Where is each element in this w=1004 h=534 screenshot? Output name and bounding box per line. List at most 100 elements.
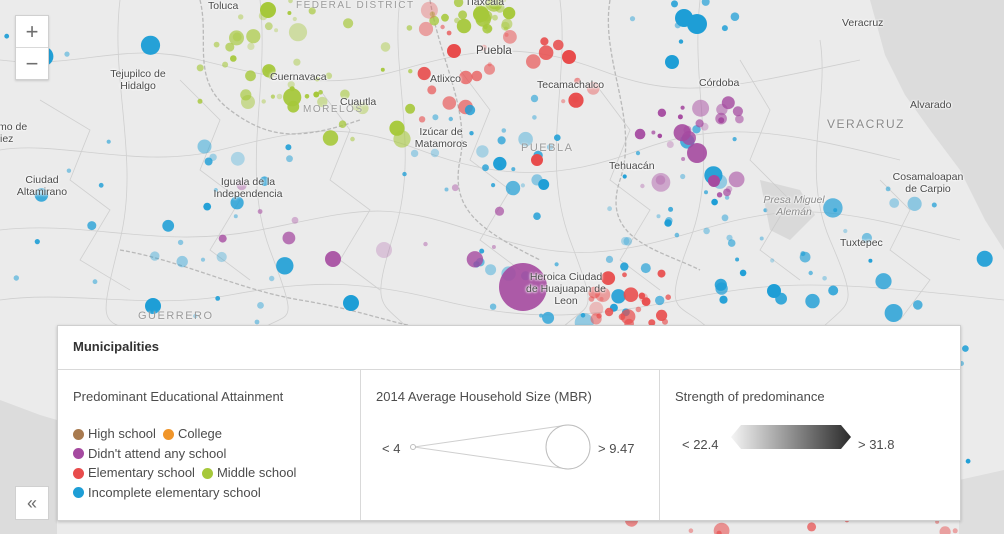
municipality-dot[interactable] bbox=[533, 212, 541, 220]
municipality-dot[interactable] bbox=[402, 171, 407, 177]
municipality-dot[interactable] bbox=[692, 99, 710, 117]
municipality-dot[interactable] bbox=[621, 236, 630, 246]
municipality-dot[interactable] bbox=[620, 309, 636, 324]
municipality-dot[interactable] bbox=[553, 39, 564, 51]
municipality-dot[interactable] bbox=[34, 239, 40, 245]
municipality-dot[interactable] bbox=[732, 137, 737, 142]
municipality-dot[interactable] bbox=[453, 0, 464, 8]
municipality-dot[interactable] bbox=[276, 93, 283, 100]
municipality-dot[interactable] bbox=[580, 313, 586, 318]
municipality-dot[interactable] bbox=[98, 182, 104, 188]
municipality-dot[interactable] bbox=[770, 258, 775, 263]
municipality-dot[interactable] bbox=[269, 275, 275, 282]
municipality-dot[interactable] bbox=[952, 528, 958, 534]
municipality-dot[interactable] bbox=[318, 90, 323, 95]
municipality-dot[interactable] bbox=[213, 41, 220, 48]
municipality-dot[interactable] bbox=[678, 39, 684, 44]
municipality-dot[interactable] bbox=[716, 103, 728, 116]
municipality-dot[interactable] bbox=[447, 44, 461, 58]
municipality-dot[interactable] bbox=[651, 173, 671, 192]
municipality-dot[interactable] bbox=[293, 58, 301, 66]
municipality-dot[interactable] bbox=[291, 216, 299, 224]
municipality-dot[interactable] bbox=[531, 154, 543, 166]
municipality-dot[interactable] bbox=[640, 183, 645, 189]
municipality-dot[interactable] bbox=[196, 64, 204, 72]
municipality-dot[interactable] bbox=[257, 209, 263, 214]
municipality-dot[interactable] bbox=[485, 264, 497, 276]
municipality-dot[interactable] bbox=[501, 0, 507, 3]
municipality-dot[interactable] bbox=[721, 25, 728, 32]
municipality-dot[interactable] bbox=[488, 0, 501, 10]
municipality-dot[interactable] bbox=[588, 286, 601, 299]
municipality-dot[interactable] bbox=[380, 42, 391, 52]
municipality-dot[interactable] bbox=[317, 96, 328, 108]
municipality-dot[interactable] bbox=[444, 187, 449, 192]
municipality-dot[interactable] bbox=[292, 16, 297, 22]
municipality-dot[interactable] bbox=[505, 180, 521, 196]
municipality-dot[interactable] bbox=[889, 198, 900, 208]
municipality-dot[interactable] bbox=[665, 217, 673, 225]
municipality-dot[interactable] bbox=[288, 0, 293, 4]
municipality-dot[interactable] bbox=[695, 119, 704, 128]
municipality-dot[interactable] bbox=[599, 296, 604, 302]
municipality-dot[interactable] bbox=[539, 313, 544, 318]
municipality-dot[interactable] bbox=[140, 35, 161, 55]
municipality-dot[interactable] bbox=[629, 16, 636, 22]
municipality-dot[interactable] bbox=[681, 157, 686, 161]
municipality-dot[interactable] bbox=[64, 51, 70, 57]
municipality-dot[interactable] bbox=[638, 292, 646, 300]
municipality-dot[interactable] bbox=[410, 149, 419, 158]
zoom-out-button[interactable]: − bbox=[16, 47, 48, 79]
municipality-dot[interactable] bbox=[588, 296, 595, 302]
municipality-dot[interactable] bbox=[230, 151, 245, 166]
municipality-dot[interactable] bbox=[501, 18, 513, 30]
municipality-dot[interactable] bbox=[623, 287, 639, 303]
municipality-dot[interactable] bbox=[728, 171, 745, 188]
municipality-dot[interactable] bbox=[480, 44, 487, 52]
municipality-dot[interactable] bbox=[482, 23, 493, 34]
municipality-dot[interactable] bbox=[92, 279, 98, 285]
municipality-dot[interactable] bbox=[538, 179, 550, 190]
municipality-dot[interactable] bbox=[501, 128, 507, 133]
municipality-dot[interactable] bbox=[203, 202, 212, 211]
municipality-dot[interactable] bbox=[586, 81, 600, 95]
municipality-dot[interactable] bbox=[236, 180, 247, 191]
municipality-dot[interactable] bbox=[197, 139, 212, 154]
municipality-dot[interactable] bbox=[739, 269, 747, 277]
municipality-dot[interactable] bbox=[520, 183, 526, 188]
municipality-dot[interactable] bbox=[230, 196, 244, 210]
municipality-dot[interactable] bbox=[351, 101, 361, 111]
municipality-dot[interactable] bbox=[282, 231, 296, 245]
municipality-dot[interactable] bbox=[634, 128, 646, 140]
municipality-dot[interactable] bbox=[193, 313, 198, 319]
municipality-dot[interactable] bbox=[651, 130, 656, 135]
municipality-dot[interactable] bbox=[308, 7, 316, 15]
municipality-dot[interactable] bbox=[674, 232, 680, 238]
municipality-dot[interactable] bbox=[476, 145, 489, 158]
municipality-dot[interactable] bbox=[257, 302, 264, 309]
municipality-dot[interactable] bbox=[561, 99, 566, 104]
municipality-dot[interactable] bbox=[538, 45, 554, 60]
municipality-dot[interactable] bbox=[304, 94, 310, 99]
municipality-dot[interactable] bbox=[471, 70, 483, 82]
municipality-dot[interactable] bbox=[274, 28, 279, 33]
municipality-dot[interactable] bbox=[238, 14, 244, 20]
municipality-dot[interactable] bbox=[491, 245, 496, 249]
municipality-dot[interactable] bbox=[4, 33, 10, 39]
municipality-dot[interactable] bbox=[868, 258, 873, 263]
municipality-dot[interactable] bbox=[688, 528, 694, 533]
municipality-dot[interactable] bbox=[808, 270, 813, 276]
municipality-dot[interactable] bbox=[540, 37, 549, 46]
municipality-dot[interactable] bbox=[604, 307, 614, 317]
municipality-dot[interactable] bbox=[622, 174, 627, 179]
municipality-dot[interactable] bbox=[225, 42, 235, 52]
municipality-dot[interactable] bbox=[483, 2, 489, 8]
municipality-dot[interactable] bbox=[719, 295, 728, 304]
municipality-dot[interactable] bbox=[605, 255, 614, 263]
municipality-dot[interactable] bbox=[715, 112, 727, 125]
municipality-dot[interactable] bbox=[458, 10, 468, 20]
municipality-dot[interactable] bbox=[687, 143, 707, 163]
municipality-dot[interactable] bbox=[264, 22, 273, 31]
municipality-dot[interactable] bbox=[430, 148, 440, 158]
municipality-dot[interactable] bbox=[620, 262, 629, 271]
